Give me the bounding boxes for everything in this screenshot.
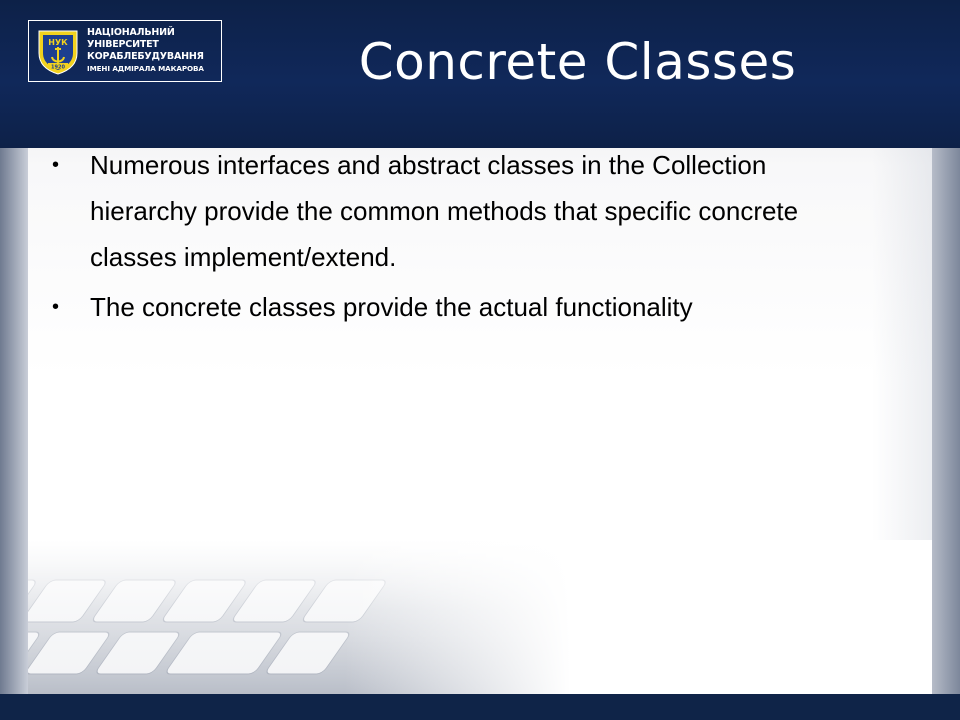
bullet-1-line-1: Numerous interfaces and abstract classes… bbox=[90, 150, 767, 180]
bullet-2-line-1: The concrete classes provide the actual … bbox=[90, 292, 693, 322]
keyboard-background-image: enter ◂ bbox=[28, 540, 932, 694]
footer-band bbox=[0, 694, 960, 720]
slide-right-edge bbox=[932, 148, 960, 694]
slide-left-edge bbox=[0, 148, 28, 694]
emblem-abbrev: НУК bbox=[48, 38, 68, 47]
university-name-line-1: НАЦІОНАЛЬНИЙ bbox=[87, 27, 175, 38]
university-name-line-2: УНІВЕРСИТЕТ bbox=[87, 39, 159, 50]
bullet-1-line-3: classes implement/extend. bbox=[90, 242, 397, 272]
university-name-line-4: ІМЕНІ АДМІРАЛА МАКАРОВА bbox=[87, 64, 204, 73]
content-panel: enter ◂ • Numerous interfaces and abstra… bbox=[28, 120, 932, 694]
university-name-line-3: КОРАБЛЕБУДУВАННЯ bbox=[87, 51, 204, 62]
anchor-shield-icon: НУК 1920 bbox=[38, 30, 78, 75]
bullet-1-line-2: hierarchy provide the common methods tha… bbox=[90, 196, 799, 226]
header-band: НУК 1920 НАЦІОНАЛЬНИЙ УНІВЕРСИТЕТ КОРАБЛ… bbox=[0, 0, 960, 148]
slide-title: Concrete Classes bbox=[358, 33, 797, 91]
emblem-year: 1920 bbox=[51, 65, 65, 71]
university-logo: НУК 1920 НАЦІОНАЛЬНИЙ УНІВЕРСИТЕТ КОРАБЛ… bbox=[28, 20, 222, 82]
bullet-marker: • bbox=[52, 154, 60, 176]
bullet-marker: • bbox=[52, 296, 60, 318]
university-name: НАЦІОНАЛЬНИЙ УНІВЕРСИТЕТ КОРАБЛЕБУДУВАНН… bbox=[87, 27, 221, 75]
